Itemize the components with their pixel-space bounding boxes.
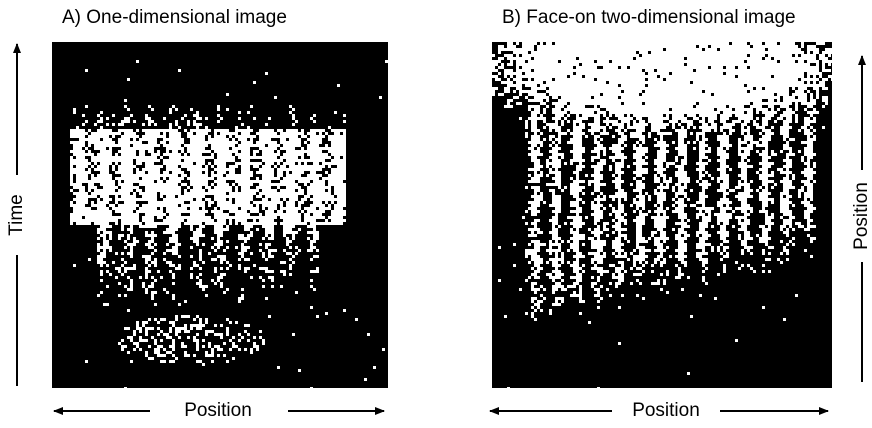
y-axis-label: Time [6, 194, 27, 236]
panel-title: B) Face-on two-dimensional image [502, 7, 796, 28]
x-axis-label: Position [184, 400, 252, 421]
speckle [70, 60, 388, 390]
speckles-b [492, 42, 834, 390]
speckles-a [70, 60, 388, 390]
panel-title: A) One-dimensional image [62, 7, 287, 28]
x-axis-label: Position [632, 400, 700, 421]
y-axis-label: Position [851, 182, 872, 250]
speckle [492, 42, 834, 390]
